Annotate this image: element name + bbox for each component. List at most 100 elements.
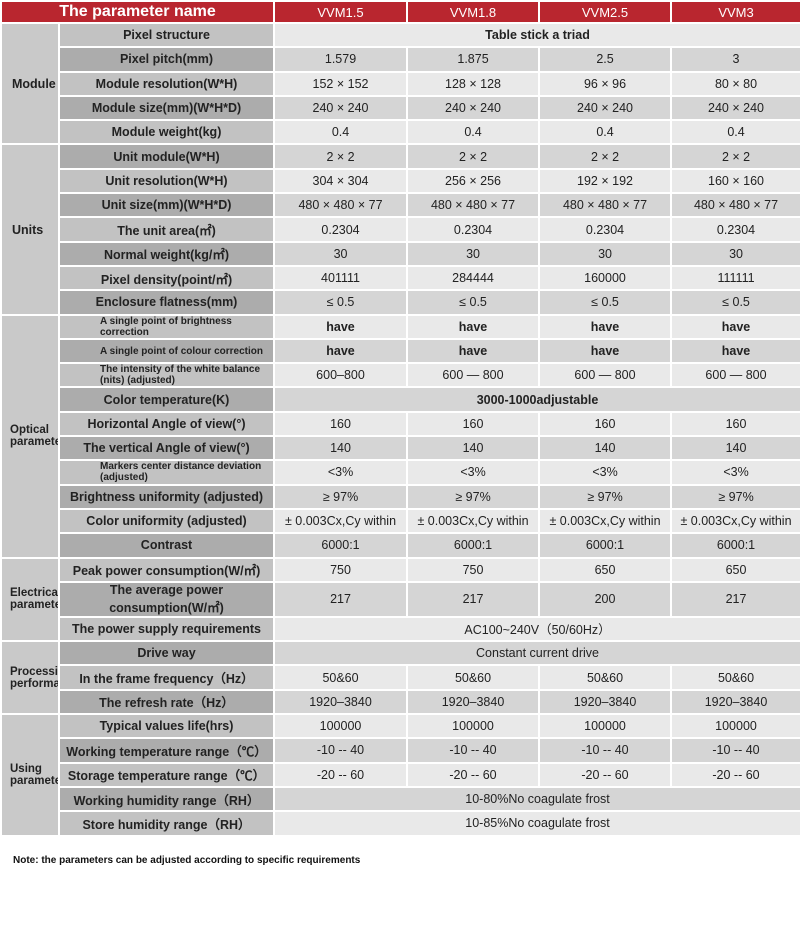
parameter-label: Storage temperature range（℃） bbox=[57, 761, 276, 788]
value-cell: ≥ 97% bbox=[406, 483, 541, 510]
parameter-label: Drive way bbox=[57, 640, 276, 667]
value-cell: 160 bbox=[273, 410, 409, 438]
value-cell: 0.4 bbox=[670, 119, 800, 146]
value-cell: 6000:1 bbox=[406, 532, 541, 559]
value-cell: 256 × 256 bbox=[406, 167, 541, 195]
value-cell: ≤ 0.5 bbox=[406, 289, 541, 316]
parameter-label: Normal weight(kg/㎡) bbox=[57, 240, 276, 267]
table-row: Pixel density(point/㎡) 401111 284444 160000… bbox=[1, 264, 800, 292]
value-cell: 304 × 304 bbox=[273, 167, 409, 195]
value-cell: 128 × 128 bbox=[406, 70, 541, 97]
value-cell: 111111 bbox=[670, 264, 800, 292]
value-cell: 750 bbox=[406, 556, 541, 583]
value-cell: -20 -- 60 bbox=[670, 761, 800, 788]
table-row: Working humidity range（RH） 10-80%No coagu… bbox=[1, 785, 800, 813]
value-cell: 100000 bbox=[538, 713, 673, 740]
value-cell: have bbox=[273, 313, 409, 340]
value-cell: 30 bbox=[538, 240, 673, 267]
value-cell: <3% bbox=[538, 459, 673, 486]
value-cell: have bbox=[273, 337, 409, 365]
merged-value: 3000-1000adjustable bbox=[273, 386, 800, 413]
value-cell: 480 × 480 × 77 bbox=[273, 192, 409, 219]
parameter-name-header: The parameter name bbox=[0, 0, 276, 24]
value-cell: 240 × 240 bbox=[670, 94, 800, 122]
value-cell: 50&60 bbox=[406, 664, 541, 691]
value-cell: 650 bbox=[538, 556, 673, 583]
table-row: Store humidity range（RH） 10-85%No coagula… bbox=[1, 810, 800, 837]
merged-value: Constant current drive bbox=[273, 640, 800, 667]
value-cell: ≤ 0.5 bbox=[670, 289, 800, 316]
table-row: Module resolution(W*H) 152 × 152 128 × 128… bbox=[1, 70, 800, 97]
value-cell: 100000 bbox=[670, 713, 800, 740]
table-row: In the frame frequency（Hz） 50&60 50&60 50&6… bbox=[1, 664, 800, 691]
merged-value: AC100~240V（50/60Hz） bbox=[273, 615, 800, 643]
value-cell: -20 -- 60 bbox=[273, 761, 409, 788]
value-cell: 1920–3840 bbox=[406, 688, 541, 716]
value-cell: 0.2304 bbox=[670, 216, 800, 243]
parameter-label: Contrast bbox=[57, 532, 276, 559]
value-cell: 1.579 bbox=[273, 46, 409, 73]
value-cell: have bbox=[538, 337, 673, 365]
merged-value: 10-80%No coagulate frost bbox=[273, 785, 800, 813]
parameter-label: In the frame frequency（Hz） bbox=[57, 664, 276, 691]
value-cell: 1920–3840 bbox=[273, 688, 409, 716]
value-cell: -10 -- 40 bbox=[670, 737, 800, 764]
value-cell: -10 -- 40 bbox=[406, 737, 541, 764]
model-header: VVM1.8 bbox=[406, 0, 541, 24]
value-cell: 480 × 480 × 77 bbox=[670, 192, 800, 219]
value-cell: 6000:1 bbox=[670, 532, 800, 559]
value-cell: 0.4 bbox=[273, 119, 409, 146]
table-row: Contrast 6000:1 6000:1 6000:1 6000:1 bbox=[1, 532, 800, 559]
value-cell: 0.2304 bbox=[538, 216, 673, 243]
value-cell: 192 × 192 bbox=[538, 167, 673, 195]
value-cell: 50&60 bbox=[273, 664, 409, 691]
value-cell: 217 bbox=[406, 580, 541, 618]
value-cell: ≤ 0.5 bbox=[273, 289, 409, 316]
value-cell: 100000 bbox=[406, 713, 541, 740]
table-row: Using parameterTypical values life(hrs)1… bbox=[0, 713, 800, 837]
table-row: Pixel pitch(mm) 1.579 1.875 2.5 3 bbox=[1, 46, 800, 73]
header-row: The parameter name VVM1.5 VVM1.8 VVM2.5 … bbox=[0, 0, 800, 24]
parameter-label: A single point of brightness correction bbox=[57, 313, 276, 340]
table-row: Module weight(kg) 0.4 0.4 0.4 0.4 bbox=[1, 119, 800, 146]
value-cell: 140 bbox=[538, 435, 673, 462]
parameter-label: Working humidity range（RH） bbox=[57, 785, 276, 813]
parameter-label: Module size(mm)(W*H*D) bbox=[57, 94, 276, 122]
value-cell: 140 bbox=[273, 435, 409, 462]
value-cell: 140 bbox=[670, 435, 800, 462]
parameter-label: The unit area(㎡) bbox=[57, 216, 276, 243]
value-cell: 217 bbox=[670, 580, 800, 618]
parameter-label: Pixel density(point/㎡) bbox=[57, 264, 276, 292]
parameter-label: Unit resolution(W*H) bbox=[57, 167, 276, 195]
value-cell: 0.2304 bbox=[406, 216, 541, 243]
value-cell: ± 0.003Cx,Cy within bbox=[670, 507, 800, 535]
value-cell: 152 × 152 bbox=[273, 70, 409, 97]
value-cell: 2 × 2 bbox=[538, 143, 673, 170]
value-cell: have bbox=[670, 313, 800, 340]
group-label: Optical parameters bbox=[0, 313, 60, 559]
value-cell: 6000:1 bbox=[273, 532, 409, 559]
value-cell: 240 × 240 bbox=[273, 94, 409, 122]
value-cell: 284444 bbox=[406, 264, 541, 292]
group-label: Module bbox=[0, 21, 60, 146]
parameter-label: A single point of colour correction bbox=[57, 337, 276, 365]
group-label: Units bbox=[0, 143, 60, 316]
value-cell: 401111 bbox=[273, 264, 409, 292]
value-cell: ± 0.003Cx,Cy within bbox=[538, 507, 673, 535]
value-cell: 600 — 800 bbox=[670, 362, 800, 389]
table-row: A single point of colour correction have h… bbox=[1, 337, 800, 365]
value-cell: 2 × 2 bbox=[406, 143, 541, 170]
value-cell: ≥ 97% bbox=[273, 483, 409, 510]
value-cell: 160000 bbox=[538, 264, 673, 292]
value-cell: have bbox=[406, 313, 541, 340]
value-cell: 160 bbox=[406, 410, 541, 438]
parameter-table: The parameter name VVM1.5 VVM1.8 VVM2.5 … bbox=[0, 0, 800, 837]
parameter-label: Color uniformity (adjusted) bbox=[57, 507, 276, 535]
merged-value: Table stick a triad bbox=[273, 21, 800, 49]
group-label: Processing performance bbox=[0, 640, 60, 716]
table-row: Optical parametersA single point of brig… bbox=[0, 313, 800, 559]
table-row: Unit resolution(W*H) 304 × 304 256 × 256 19… bbox=[1, 167, 800, 195]
value-cell: 160 bbox=[670, 410, 800, 438]
table-row: The power supply requirements AC100~240V（… bbox=[1, 615, 800, 643]
value-cell: 480 × 480 × 77 bbox=[406, 192, 541, 219]
